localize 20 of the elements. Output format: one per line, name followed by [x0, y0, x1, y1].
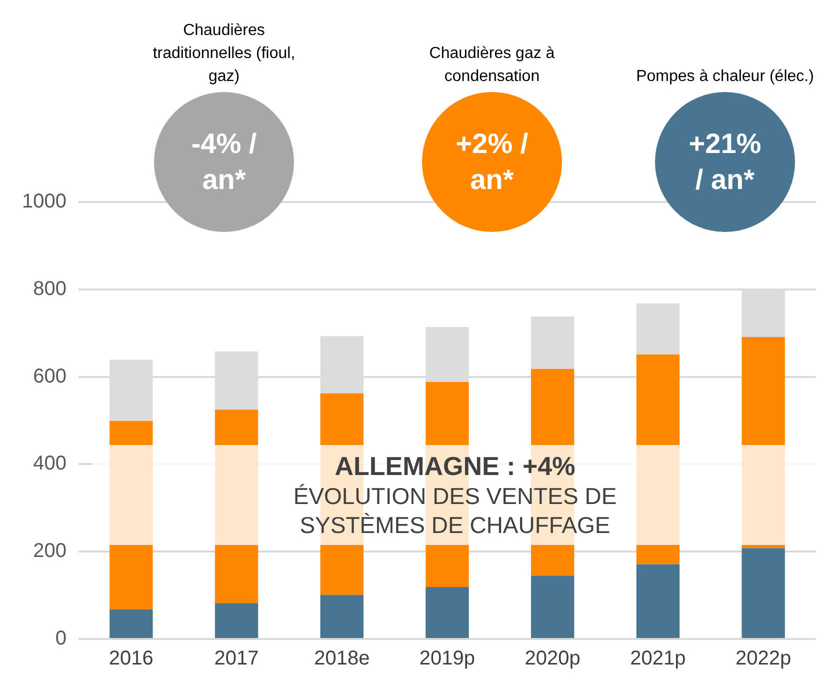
text: +2% / an*: [454, 127, 530, 197]
x-tick-label: 2020p: [524, 648, 580, 670]
text-panel: ALLEMAGNE : +4% ÉVOLUTION DES VENTES DE SYSTÈMES DE CHAUFFAGE: [92, 445, 818, 545]
text: Pompes à chaleur (élec.): [635, 67, 815, 87]
text: Chaudières traditionnelles (fioul, gaz): [152, 21, 296, 87]
text: +21% / an*: [688, 127, 762, 197]
x-tick-label: 2022p: [736, 648, 792, 670]
y-tick-label: 1000: [22, 190, 66, 213]
y-tick-label: 400: [33, 452, 66, 475]
x-tick-label: 2016: [108, 648, 154, 670]
x-tick-label: 2017: [214, 648, 259, 670]
text: Chaudières gaz à condensation: [428, 44, 556, 87]
x-tick-label: 2019p: [419, 648, 476, 670]
x-tick-label: 2018e: [314, 648, 370, 670]
y-tick-label: 0: [55, 628, 66, 650]
text: -4% / an*: [190, 127, 258, 197]
y-tick-label: 200: [33, 540, 66, 562]
y-tick-label: 800: [33, 278, 66, 300]
x-tick-label: 2021p: [630, 648, 686, 670]
y-tick-label: 600: [33, 365, 66, 388]
